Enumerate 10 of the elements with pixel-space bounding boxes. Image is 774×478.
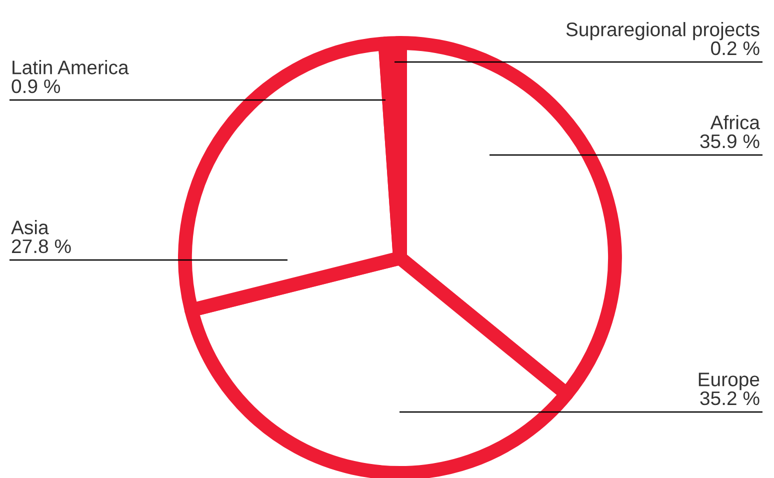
data-label: 27.8 %: [12, 239, 71, 254]
data-label: 0.2 %: [711, 41, 760, 56]
slice-label: Africa: [710, 115, 760, 130]
slice-label: Europe: [698, 372, 760, 390]
slice-label: Asia: [11, 220, 49, 234]
slice-label: Supraregional projects: [566, 22, 760, 40]
data-label: 35.2 %: [700, 391, 760, 406]
data-label: 0.9 %: [12, 79, 60, 94]
slice-label: Latin America: [12, 60, 129, 74]
data-label: 35.9 %: [700, 134, 760, 148]
